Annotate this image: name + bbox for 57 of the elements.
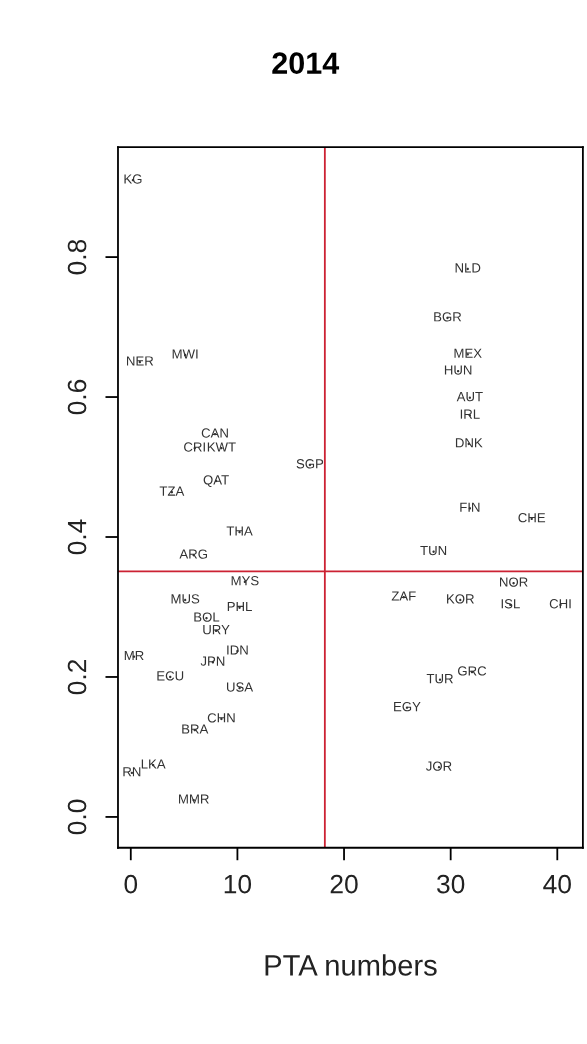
data-label: TUN — [420, 546, 447, 556]
chart-title: 2014 — [272, 52, 340, 74]
y-tick-label: 0.6 — [67, 379, 87, 415]
x-tick-label: 30 — [437, 874, 465, 894]
data-label: GRC — [458, 666, 487, 676]
data-label: ARG — [179, 549, 207, 559]
data-label: MEX — [454, 348, 482, 358]
x-tick-label: 10 — [224, 874, 252, 894]
data-label: HUN — [444, 365, 472, 375]
x-tick-label: 40 — [543, 874, 571, 894]
x-tick-label: 0 — [124, 874, 138, 894]
data-label: JOR — [425, 761, 452, 771]
y-tick-label: 0.0 — [67, 799, 87, 835]
data-label: TUR — [426, 674, 453, 684]
data-label: MYS — [231, 575, 259, 586]
data-label: KOR — [447, 594, 474, 604]
data-label: QAT — [203, 475, 229, 487]
data-label: LKA — [141, 759, 166, 769]
data-label: MMR — [179, 794, 209, 804]
y-tick-label: 0.4 — [67, 519, 87, 555]
data-label: ZAF — [391, 591, 416, 601]
y-tick-label: 0.2 — [67, 659, 87, 695]
y-tick-label: 0.8 — [67, 239, 87, 275]
data-label: KWT — [207, 442, 236, 452]
data-label: KG — [124, 174, 142, 184]
data-label: THA — [226, 526, 253, 536]
data-label: RN — [123, 767, 141, 777]
data-label: ISL — [501, 599, 520, 609]
data-label: DNK — [455, 438, 483, 448]
x-axis-title: PTA numbers — [265, 954, 437, 976]
data-label: BOL — [194, 612, 220, 622]
data-label: CHN — [207, 713, 235, 723]
data-label: IDN — [227, 645, 248, 655]
data-label: MR — [124, 651, 144, 661]
data-label: NLD — [455, 263, 481, 273]
data-label: EGY — [394, 701, 421, 712]
data-label: MUS — [171, 594, 200, 604]
data-label: NER — [127, 356, 154, 366]
data-label: JPN — [200, 656, 225, 666]
data-label: IRL — [460, 409, 480, 419]
data-label: CHI — [549, 599, 571, 609]
data-label: MWI — [172, 349, 198, 359]
data-label: BRA — [182, 724, 209, 734]
x-tick-label: 20 — [330, 874, 358, 894]
data-label: USA — [227, 682, 254, 692]
data-label: PHL — [227, 602, 252, 612]
data-label: CHE — [518, 513, 546, 523]
data-label: FIN — [460, 502, 480, 512]
data-label: ECU — [157, 671, 184, 681]
data-label: CRI — [184, 442, 205, 452]
data-label: TZA — [159, 486, 185, 496]
data-label: NOR — [500, 577, 528, 587]
data-label: AUT — [456, 392, 483, 402]
data-label: BGR — [434, 312, 462, 322]
data-label: CAN — [201, 428, 228, 438]
data-label: URY — [203, 625, 230, 635]
data-label: SGP — [296, 459, 324, 469]
